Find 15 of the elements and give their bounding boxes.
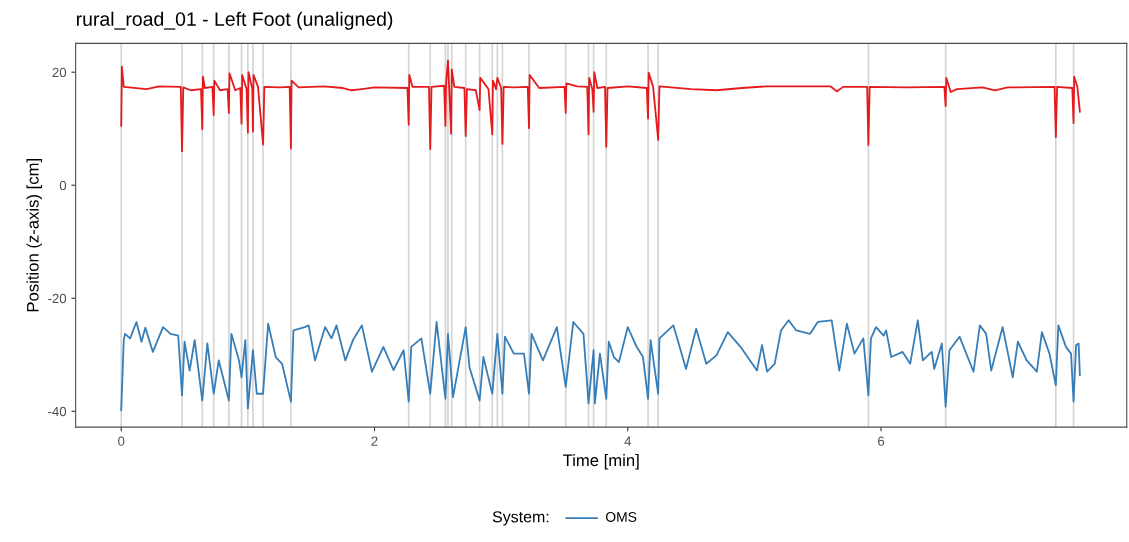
x-axis-title: Time [min] [562, 453, 639, 470]
legend-label: OMS [605, 512, 637, 522]
x-tick-label: 4 [624, 436, 632, 446]
y-tick-label: 0 [59, 180, 67, 191]
chart-title: rural_road_01 - Left Foot (unaligned) [76, 11, 393, 30]
y-axis-title: Position (z-axis) [cm] [26, 159, 42, 312]
legend-title: System: [492, 511, 549, 526]
line-series [120, 59, 1081, 153]
x-tick-label: 6 [878, 436, 885, 446]
y-tick-label: -20 [48, 293, 67, 304]
x-tick-label: 2 [371, 436, 378, 446]
y-tick-label: -40 [48, 406, 67, 417]
x-tick-label: 0 [118, 436, 125, 446]
y-tick-label: 20 [52, 67, 67, 78]
line-series [120, 319, 1081, 412]
